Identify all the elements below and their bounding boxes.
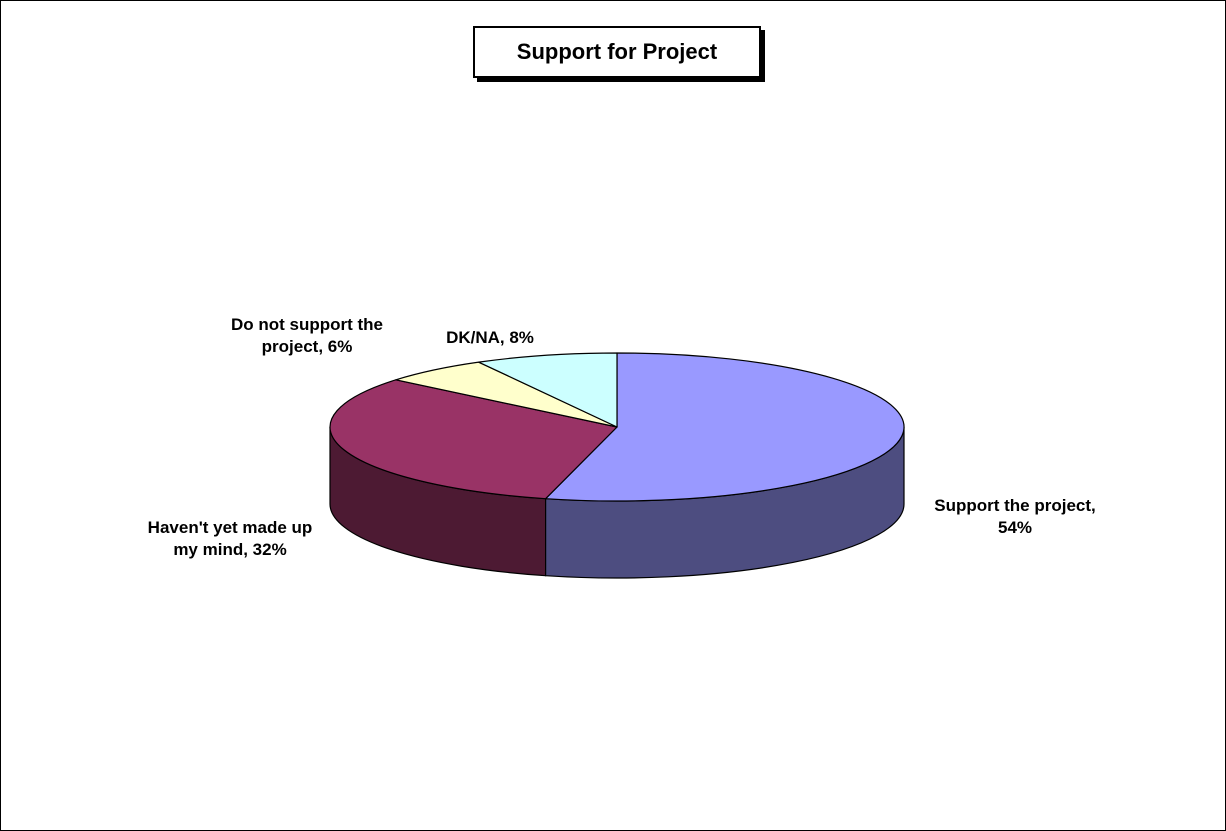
slice-label-line: project, 6% [262,337,353,356]
slice-label-line: Support the project, [934,496,1096,515]
slice-label-line: DK/NA, 8% [446,328,534,347]
chart-title-box: Support for Project [473,26,761,78]
pie-slice [545,352,905,502]
slice-data-label: Do not support the project, 6% [231,315,383,356]
slice-data-label: Haven't yet made up my mind, 32% [148,518,313,559]
pie-tops [329,352,905,502]
slice-label-line: Do not support the [231,315,383,334]
chart-title: Support for Project [516,39,718,64]
slice-label-line: Haven't yet made up [148,518,313,537]
slice-data-label: Support the project, 54% [934,496,1096,537]
slice-label-line: 54% [998,518,1032,537]
slice-data-label: DK/NA, 8% [446,328,534,347]
pie-slice [478,352,618,428]
slice-label-line: my mind, 32% [173,540,286,559]
pie-slice [329,379,618,500]
pie-labels: Support the project, 54% Haven't yet made … [148,315,1096,559]
